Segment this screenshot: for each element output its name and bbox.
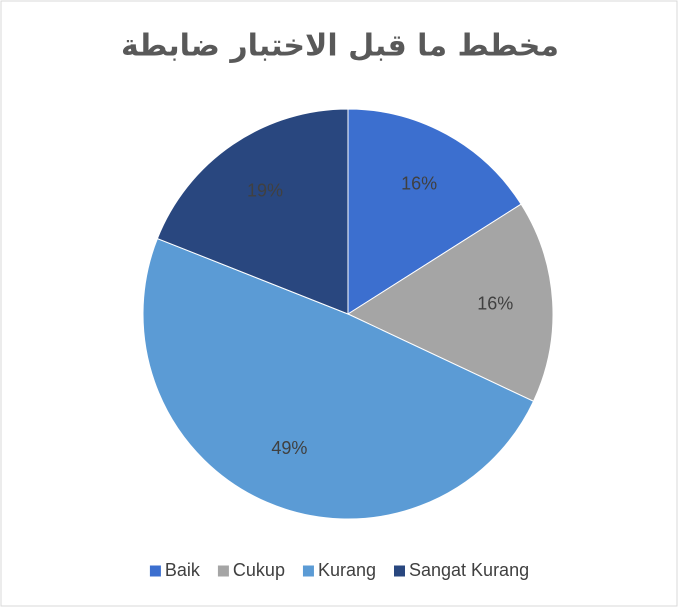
legend-swatch [149, 565, 161, 577]
legend-label: Cukup [233, 560, 285, 580]
legend-label: Kurang [318, 560, 376, 580]
pie-slice [347, 108, 522, 315]
legend-swatch [302, 565, 314, 577]
legend-label: Baik [165, 560, 201, 580]
pie-slice [142, 237, 535, 520]
pie-slice [156, 108, 349, 315]
legend-swatch [217, 565, 229, 577]
pie-slice [346, 203, 554, 402]
chart-title: مخطط ما قبل الاختبار ضابطة [121, 29, 559, 64]
data-label: 19% [247, 181, 283, 201]
data-label: 16% [401, 173, 437, 193]
legend-swatch [394, 565, 405, 577]
data-label: 49% [271, 438, 307, 458]
legend-label: Sangat Kurang [409, 560, 529, 580]
data-label: 16% [477, 293, 513, 313]
